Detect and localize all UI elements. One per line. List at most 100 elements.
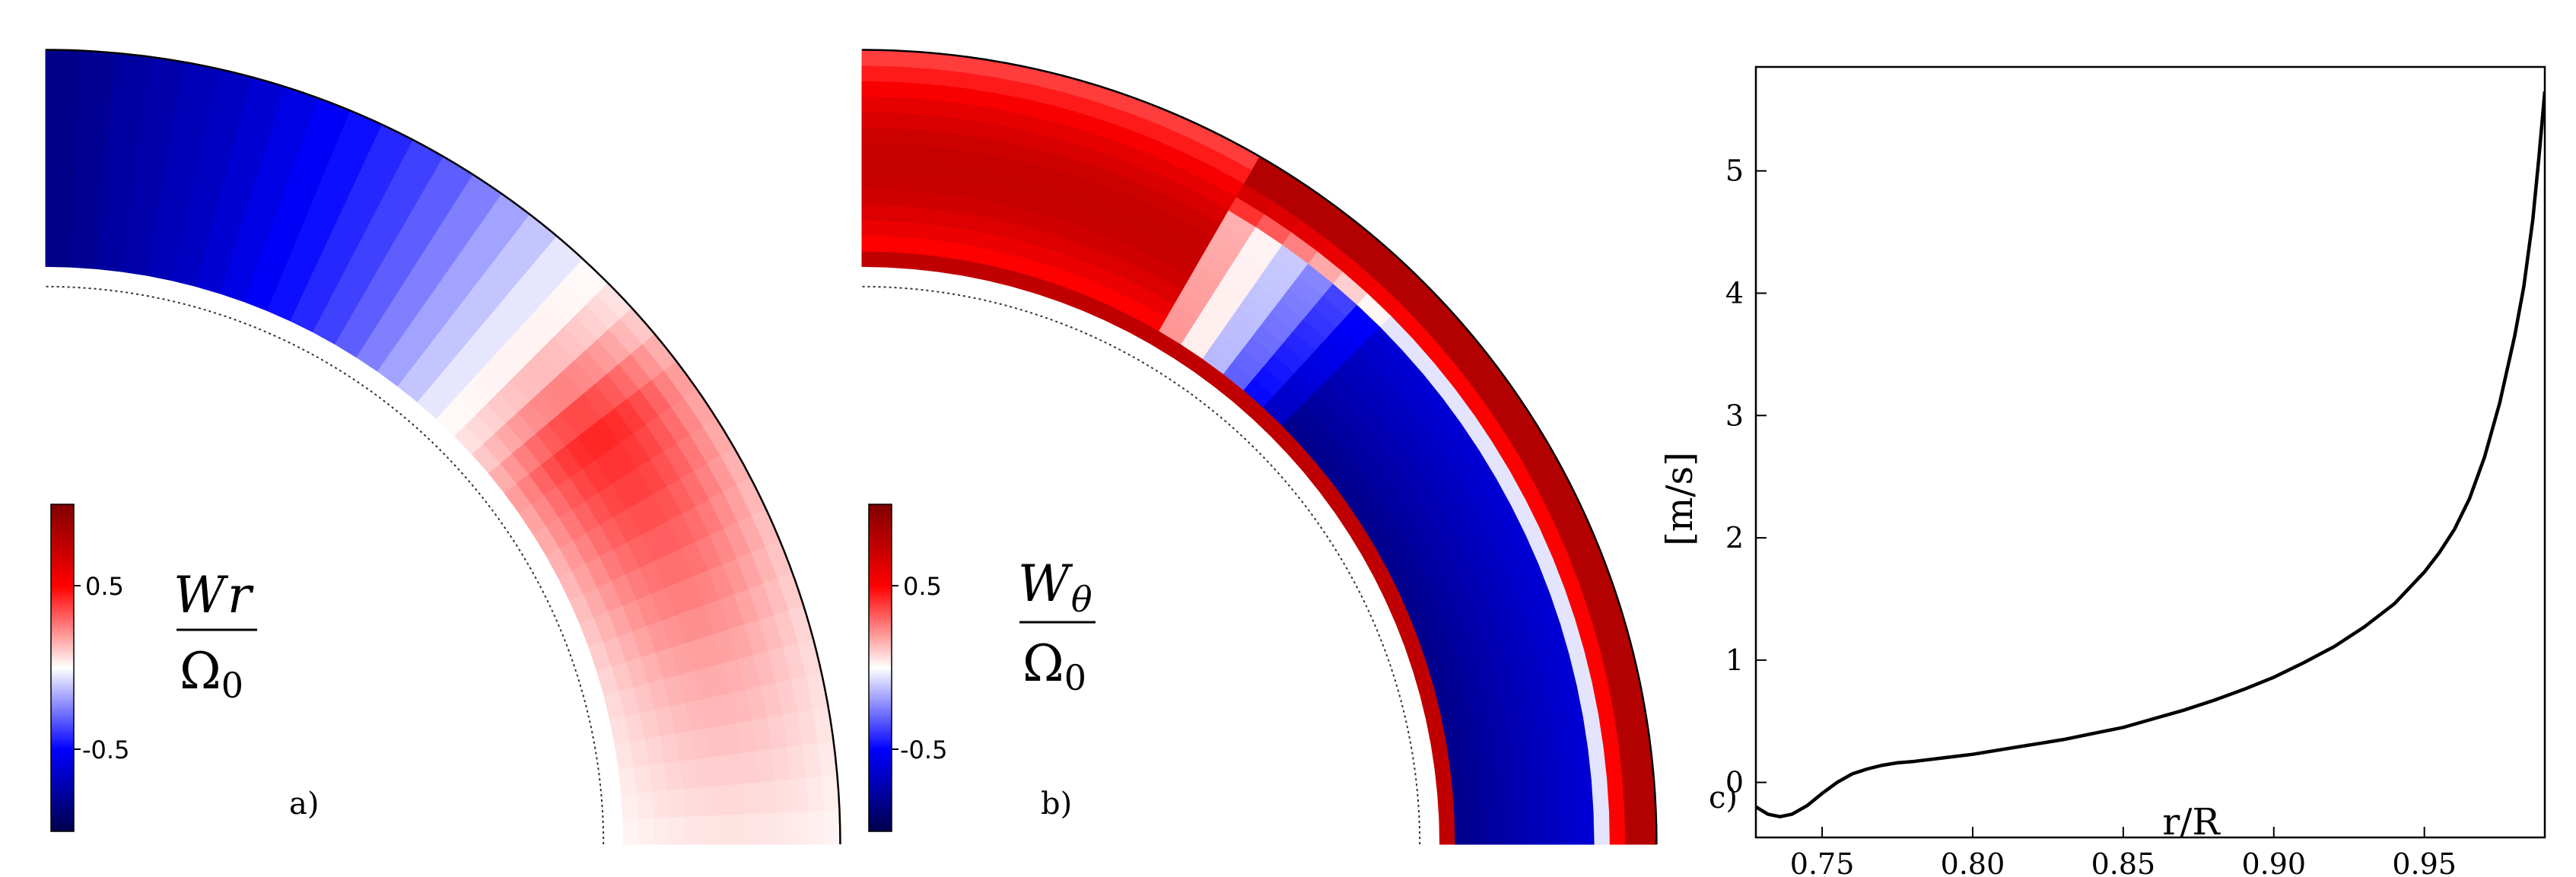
map-cell [45, 235, 73, 253]
map-cell [669, 815, 686, 845]
panel-c-line-plot: 0.75 0.80 0.85 0.90 0.95 0 1 2 3 4 5 [m/s] r/R c) [1658, 65, 2546, 877]
map-cell [887, 235, 916, 254]
map-cell [682, 786, 701, 817]
map-cell [1531, 814, 1549, 845]
map-cell [715, 814, 733, 845]
map-cell [861, 235, 889, 253]
map-cell [1545, 783, 1564, 815]
map-cell [74, 158, 107, 177]
map-cell [666, 788, 685, 818]
panel-a-outer-boundary [45, 49, 841, 845]
map-cell [699, 814, 717, 845]
map-cell [45, 142, 77, 160]
panel-a-wr-map: 0.5 -0.5 Wr Ω0 a) [45, 49, 841, 845]
map-cell [75, 142, 107, 161]
map-cell [861, 173, 892, 191]
map-cell [45, 250, 72, 268]
panel-b-colorbar [868, 504, 892, 832]
map-cell [45, 96, 79, 113]
panel-b-wedges [861, 49, 1657, 845]
map-cell [861, 204, 891, 221]
panel-a-wedges [45, 49, 841, 845]
map-cell [1578, 812, 1595, 845]
panel-a-colorbar-label-neg: -0.5 [82, 736, 129, 764]
map-cell [774, 778, 794, 813]
map-cell [713, 783, 732, 816]
y-tick-label: 4 [1725, 276, 1744, 310]
panel-c-x-axis-label: r/R [2162, 801, 2221, 844]
map-cell [861, 250, 889, 268]
x-tick-label: 0.95 [2392, 847, 2457, 877]
map-cell [1485, 815, 1503, 845]
x-tick-label: 0.85 [2091, 847, 2156, 877]
map-cell [70, 251, 98, 269]
map-cell [861, 157, 892, 175]
panel-c-axes-frame [1754, 65, 2546, 839]
map-cell [684, 815, 701, 845]
panel-c-y-ticks: 0 1 2 3 4 5 [1725, 154, 1767, 799]
map-cell [621, 792, 639, 820]
panel-c-letter: c) [1709, 780, 1738, 815]
map-cell [45, 219, 74, 237]
map-cell [823, 809, 841, 845]
map-cell [651, 789, 670, 818]
panel-a-dotted-inner-circle [45, 285, 605, 845]
map-cell [45, 204, 75, 221]
x-tick-label: 0.90 [2241, 847, 2306, 877]
map-cell [622, 818, 640, 845]
panel-c-y-axis-label: [m/s] [1658, 452, 1701, 546]
map-cell [861, 111, 895, 129]
map-cell [45, 111, 78, 129]
map-cell [78, 65, 114, 84]
map-cell [698, 785, 717, 816]
map-cell [759, 780, 778, 814]
map-cell [72, 205, 102, 224]
map-cell [1624, 809, 1642, 845]
panel-b-letter: b) [1041, 786, 1072, 821]
map-cell [1452, 790, 1471, 819]
map-cell [1593, 811, 1611, 845]
map-cell [1514, 785, 1533, 816]
map-cell [74, 173, 105, 192]
map-cell [889, 205, 918, 224]
map-cell [1500, 815, 1518, 845]
map-cell [892, 127, 925, 146]
map-cell [75, 127, 109, 146]
map-cell [777, 811, 794, 845]
map-cell [861, 65, 897, 82]
panel-c-series-line [1756, 91, 2545, 818]
map-cell [890, 173, 921, 192]
map-cell [861, 49, 898, 67]
map-cell [1437, 792, 1455, 820]
map-cell [792, 810, 810, 845]
map-cell [1608, 810, 1627, 845]
map-cell [72, 220, 101, 239]
map-cell [1562, 812, 1580, 845]
map-cell [638, 817, 655, 845]
map-cell [1622, 776, 1641, 812]
map-cell [861, 219, 890, 237]
map-cell [76, 112, 110, 131]
map-cell [892, 112, 927, 131]
panel-a-colorbar-label-pos: 0.5 [85, 572, 124, 601]
map-cell [744, 781, 763, 815]
map-cell [1499, 786, 1518, 817]
panel-b-dotted-inner-circle [861, 285, 1421, 845]
map-cell [893, 96, 928, 116]
map-cell [806, 776, 825, 812]
y-tick-label: 1 [1725, 643, 1744, 677]
map-cell [45, 65, 81, 82]
panel-b-colorbar-label-neg: -0.5 [900, 736, 947, 764]
map-cell [891, 142, 924, 161]
map-cell [861, 96, 895, 113]
map-cell [890, 158, 923, 177]
panel-c-x-ticks: 0.75 0.80 0.85 0.90 0.95 [1790, 827, 2457, 877]
map-cell [861, 142, 893, 160]
panel-b-label-numerator: Wθ [1018, 554, 1092, 620]
map-cell [1591, 778, 1611, 813]
map-cell [1576, 780, 1595, 814]
map-cell [762, 812, 779, 845]
map-cell [729, 783, 748, 815]
map-cell [1560, 781, 1579, 815]
x-tick-label: 0.75 [1790, 847, 1855, 877]
